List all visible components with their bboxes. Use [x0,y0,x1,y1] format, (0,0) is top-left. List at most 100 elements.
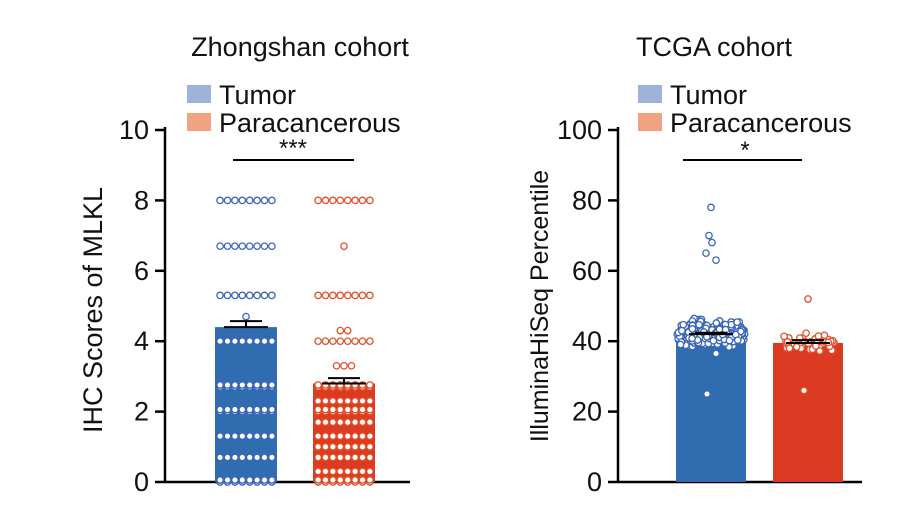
data-point [358,418,367,427]
data-point [238,476,247,484]
data-point [358,442,367,451]
data-point [321,432,330,441]
data-point [245,381,254,389]
data-point [268,476,276,484]
data-point [314,467,322,476]
data-point [332,361,341,370]
data-point [358,432,367,441]
data-point [725,336,734,345]
data-point [231,291,239,300]
data-point [216,242,224,251]
data-point [815,347,824,355]
data-point [733,318,741,327]
data-point [733,336,742,345]
data-point [223,476,232,484]
data-point [321,337,330,346]
data-point [336,337,345,346]
data-point [216,381,224,389]
data-point [223,453,232,462]
data-point [268,291,276,300]
data-point [366,337,374,346]
data-point [329,467,337,476]
data-point [358,453,367,462]
y-axis-label: IHC Scores of MLKL [78,187,108,433]
data-point [253,381,261,389]
legend-label-tumor: Tumor [670,80,747,110]
legend-swatch-tumor [187,85,211,103]
data-point [216,476,224,484]
data-point [329,405,337,414]
data-point [329,196,337,205]
data-point [695,320,703,329]
bars [676,334,843,482]
data-point [238,432,247,441]
data-point [358,196,367,205]
data-point [351,291,359,300]
data-point [329,337,337,346]
data-point [245,196,254,205]
data-point [343,196,352,205]
data-point [253,337,261,346]
legend-label-tumor: Tumor [219,80,296,110]
data-point [343,291,352,300]
data-point [216,405,224,414]
data-point [347,361,356,370]
data-point [268,432,276,441]
data-point [223,242,232,251]
data-point [343,326,352,335]
data-point [336,397,345,405]
legend-label-paracancerous: Paracancerous [670,108,852,138]
data-point [314,453,322,462]
y-tick-label: 20 [572,397,602,427]
data-point [688,334,696,343]
data-point [358,405,367,414]
data-point [253,196,261,205]
data-point [702,249,710,258]
data-point [321,418,330,427]
data-point [245,337,254,346]
bar-paracancerous [313,383,375,482]
data-point [223,381,232,389]
data-point [231,242,239,251]
data-point [260,291,269,300]
data-point [231,405,239,414]
y-tick-label: 6 [134,256,149,286]
data-point [351,405,359,414]
data-point [314,337,322,346]
data-point [336,326,345,335]
data-point [268,337,276,346]
data-point [245,432,254,441]
data-point [245,405,254,414]
data-point [366,418,374,427]
data-point [268,453,276,462]
data-point [245,476,254,484]
data-point [314,418,322,427]
data-point [253,405,261,414]
data-point [343,432,352,441]
data-point [366,381,374,389]
data-point [366,196,374,205]
data-point [329,476,337,484]
data-point [343,476,352,484]
zhongshan-panel: Zhongshan cohort Tumor Paracancerous IHC… [78,32,410,497]
data-point [712,319,721,327]
data-point [268,242,276,251]
data-point [231,476,239,484]
data-point [231,432,239,441]
data-point [231,381,239,389]
data-point [712,349,720,358]
data-point [321,405,330,414]
tcga-panel: TCGA cohort Tumor Paracancerous Illumina… [526,32,862,497]
data-point [780,332,788,341]
bar-tumor [676,334,746,482]
data-point [679,320,688,329]
data-point [329,432,337,441]
significance-label: * [740,137,749,164]
data-point [366,467,374,476]
data-point [358,337,367,346]
data-point [676,340,685,349]
data-point [336,453,345,462]
data-point [343,337,352,346]
data-point [351,442,359,451]
